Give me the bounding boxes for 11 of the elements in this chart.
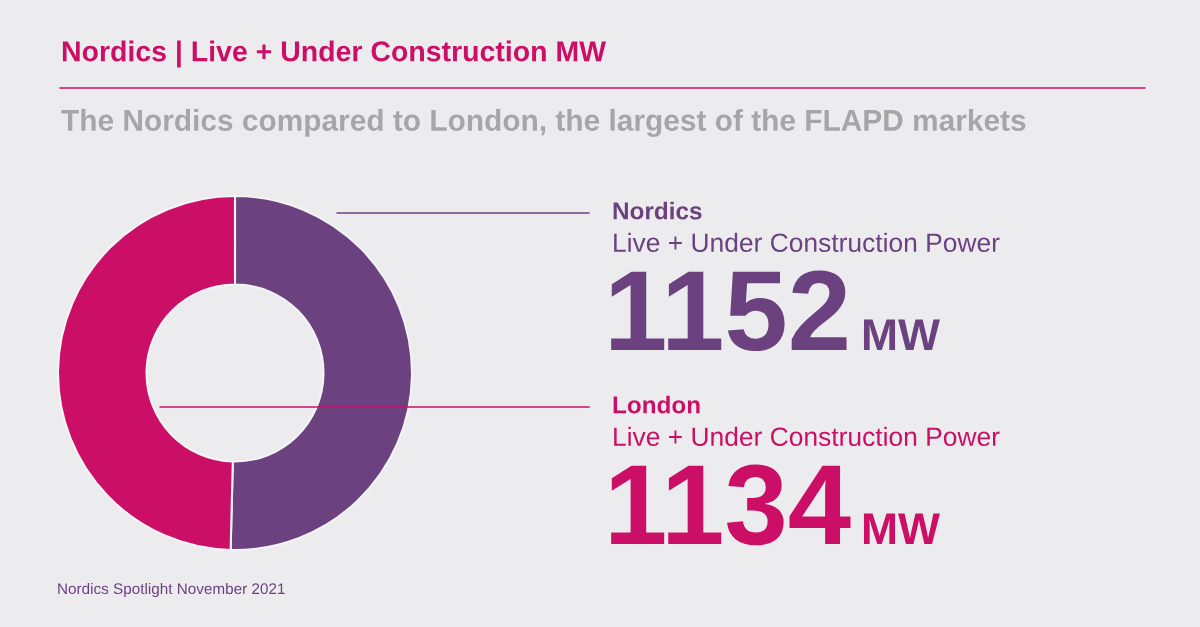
text: Nordics Spotlight November 2021 bbox=[58, 582, 285, 598]
text: MW bbox=[863, 513, 940, 544]
slice-label: Nordics bbox=[613, 201, 702, 220]
text: Live + Under Construction Power bbox=[614, 232, 1000, 253]
text: Live + Under Construction Power bbox=[614, 426, 1000, 447]
text: MW bbox=[863, 319, 940, 350]
chart-subtitle: The Nordics compared to London, the largest of the FLAPD markets bbox=[61, 109, 1026, 137]
data-label: 1134 bbox=[611, 464, 851, 546]
slice-label: London bbox=[613, 395, 700, 414]
data-label: 1152 bbox=[611, 270, 847, 352]
chart-title: Nordics | Live + Under Construction MW bbox=[62, 40, 606, 68]
